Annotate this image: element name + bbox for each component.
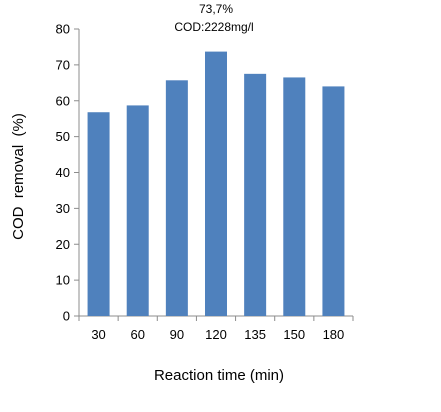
x-tick-label: 60 (130, 327, 144, 342)
y-tick-label: 50 (56, 129, 70, 144)
bar-120 (205, 51, 227, 316)
x-tick-label: 90 (170, 327, 184, 342)
bar-90 (165, 80, 188, 317)
y-tick-label: 10 (56, 273, 70, 288)
peak-annotation-cod: COD:2228mg/l (174, 20, 253, 34)
peak-annotation-percent: 73,7% (199, 2, 233, 16)
x-tick-label: 150 (283, 327, 305, 342)
y-tick-label: 70 (56, 57, 70, 72)
x-tick-label: 30 (91, 327, 105, 342)
x-axis-title: Reaction time (min) (154, 367, 284, 384)
y-axis-title: COD removal (%) (10, 113, 27, 240)
bar-135 (244, 73, 267, 316)
bars (87, 51, 345, 317)
y-tick-label: 20 (56, 237, 70, 252)
y-tick-label: 80 (56, 22, 70, 37)
x-axis-ticks: 30 60 90 120 135 150 180 (78, 316, 354, 342)
y-tick-label: 60 (56, 93, 70, 108)
bar-180 (322, 86, 345, 317)
x-tick-label: 120 (205, 327, 227, 342)
y-tick-label: 0 (63, 309, 70, 324)
bar-60 (126, 105, 149, 316)
bar-30 (87, 112, 110, 316)
bar-150 (283, 77, 306, 317)
x-tick-label: 180 (323, 327, 345, 342)
x-tick-label: 135 (244, 327, 266, 342)
y-axis-ticks: 0 10 20 30 40 50 60 70 80 (56, 22, 79, 324)
y-tick-label: 30 (56, 201, 70, 216)
y-tick-label: 40 (56, 165, 70, 180)
